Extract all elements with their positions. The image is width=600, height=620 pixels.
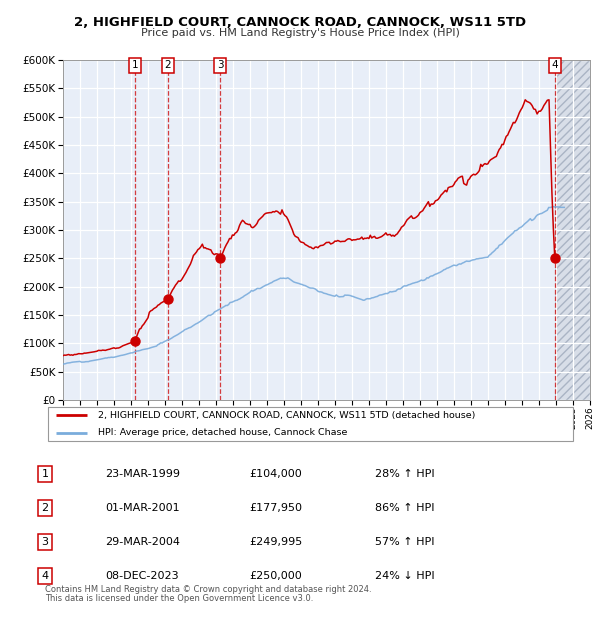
Text: 86% ↑ HPI: 86% ↑ HPI (375, 503, 434, 513)
Text: 08-DEC-2023: 08-DEC-2023 (105, 571, 179, 582)
Text: £249,995: £249,995 (249, 537, 302, 547)
Text: 2: 2 (41, 503, 49, 513)
Text: £250,000: £250,000 (249, 571, 302, 582)
Text: 3: 3 (41, 537, 49, 547)
Text: 3: 3 (217, 60, 223, 70)
Text: 4: 4 (551, 60, 558, 70)
FancyBboxPatch shape (47, 407, 574, 441)
Text: Price paid vs. HM Land Registry's House Price Index (HPI): Price paid vs. HM Land Registry's House … (140, 28, 460, 38)
Text: 01-MAR-2001: 01-MAR-2001 (105, 503, 179, 513)
Text: 28% ↑ HPI: 28% ↑ HPI (375, 469, 434, 479)
Text: 1: 1 (131, 60, 138, 70)
Text: 24% ↓ HPI: 24% ↓ HPI (375, 571, 434, 582)
Text: £177,950: £177,950 (249, 503, 302, 513)
Text: 29-MAR-2004: 29-MAR-2004 (105, 537, 180, 547)
Text: This data is licensed under the Open Government Licence v3.0.: This data is licensed under the Open Gov… (45, 593, 313, 603)
Text: 2: 2 (164, 60, 171, 70)
Text: Contains HM Land Registry data © Crown copyright and database right 2024.: Contains HM Land Registry data © Crown c… (45, 585, 371, 594)
Text: 57% ↑ HPI: 57% ↑ HPI (375, 537, 434, 547)
Text: 4: 4 (41, 571, 49, 582)
Text: 2, HIGHFIELD COURT, CANNOCK ROAD, CANNOCK, WS11 5TD (detached house): 2, HIGHFIELD COURT, CANNOCK ROAD, CANNOC… (98, 410, 475, 420)
Text: 2, HIGHFIELD COURT, CANNOCK ROAD, CANNOCK, WS11 5TD: 2, HIGHFIELD COURT, CANNOCK ROAD, CANNOC… (74, 16, 526, 29)
Text: 1: 1 (41, 469, 49, 479)
Text: 23-MAR-1999: 23-MAR-1999 (105, 469, 180, 479)
Text: £104,000: £104,000 (249, 469, 302, 479)
Text: HPI: Average price, detached house, Cannock Chase: HPI: Average price, detached house, Cann… (98, 428, 347, 438)
